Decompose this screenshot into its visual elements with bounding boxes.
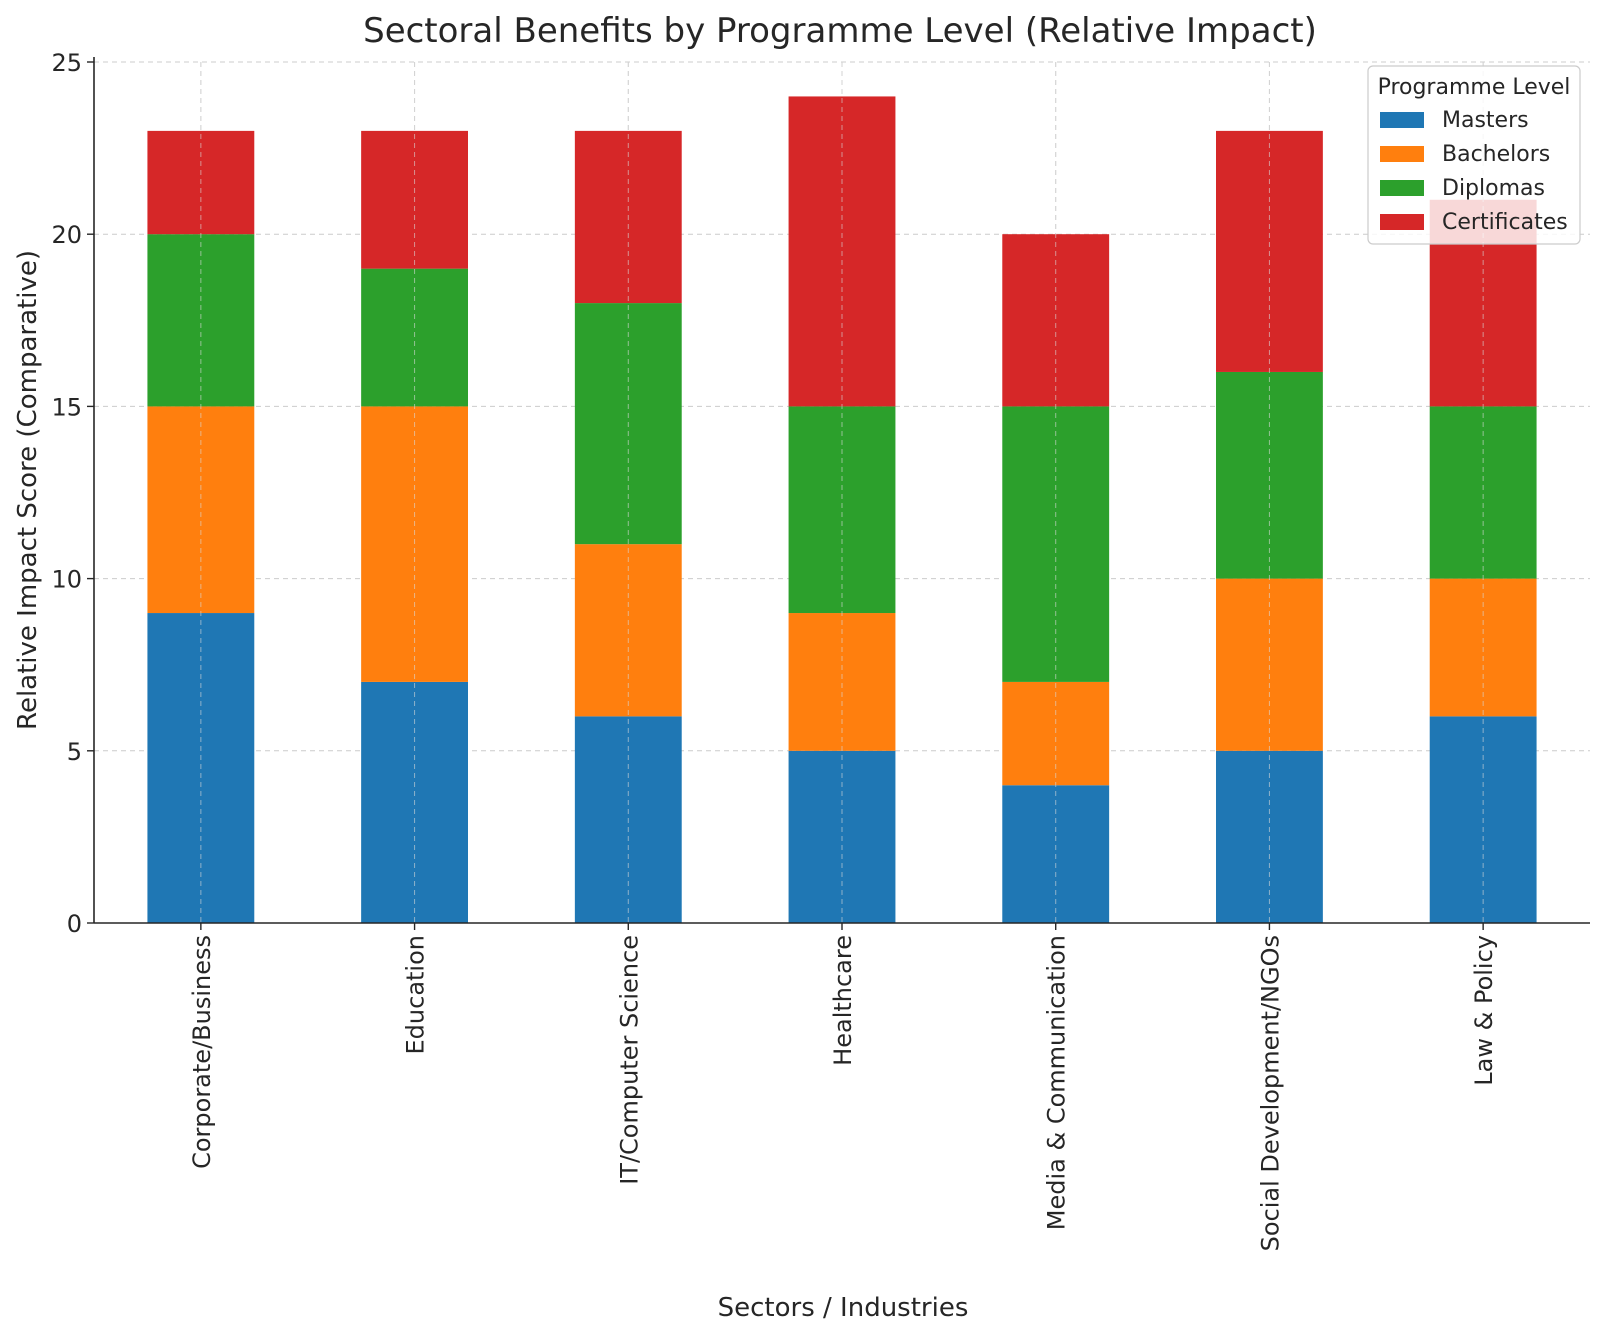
bar-bachelors-4 [1002, 681, 1110, 786]
y-tick-label: 0 [67, 910, 82, 938]
legend-label-certificates: Certificates [1442, 210, 1568, 235]
legend-label-diplomas: Diplomas [1442, 176, 1545, 201]
x-tick-label: IT/Computer Science [615, 935, 643, 1185]
bar-diplomas-5 [1216, 371, 1323, 579]
ticks: 0 5 10 15 20 25 Corporate/Business Education IT/… [51, 49, 1498, 1251]
legend-label-masters: Masters [1442, 108, 1529, 133]
bar-bachelors-0 [147, 406, 255, 614]
y-tick-label: 10 [51, 566, 82, 594]
legend-swatch-certificates [1380, 214, 1424, 230]
y-tick-label: 20 [51, 221, 82, 249]
y-axis-label: Relative Impact Score (Comparative) [13, 250, 43, 730]
x-tick-label: Healthcare [829, 935, 857, 1066]
x-tick-label: Education [402, 935, 430, 1054]
legend: Programme Level Masters Bachelors Diplomas C… [1367, 65, 1581, 245]
x-tick-label: Social Development/NGOs [1256, 935, 1284, 1251]
y-tick-label: 5 [67, 738, 82, 766]
y-tick-label: 15 [51, 393, 82, 421]
legend-swatch-diplomas [1380, 180, 1424, 196]
x-tick-label: Corporate/Business [188, 935, 216, 1169]
y-tick-label: 25 [51, 49, 82, 77]
legend-title: Programme Level [1378, 75, 1571, 100]
legend-label-bachelors: Bachelors [1442, 142, 1550, 167]
bar-bachelors-3 [788, 613, 896, 751]
legend-swatch-masters [1380, 112, 1424, 128]
bar-diplomas-3 [788, 406, 896, 614]
legend-swatch-bachelors [1380, 146, 1424, 162]
chart-title: Sectoral Benefits by Programme Level (Re… [363, 11, 1317, 51]
bars [147, 62, 1537, 923]
x-tick-label: Media & Communication [1043, 935, 1071, 1230]
x-tick-label: Law & Policy [1470, 935, 1498, 1086]
legend-box [1367, 65, 1581, 245]
x-axis-label: Sectors / Industries [718, 1293, 969, 1323]
